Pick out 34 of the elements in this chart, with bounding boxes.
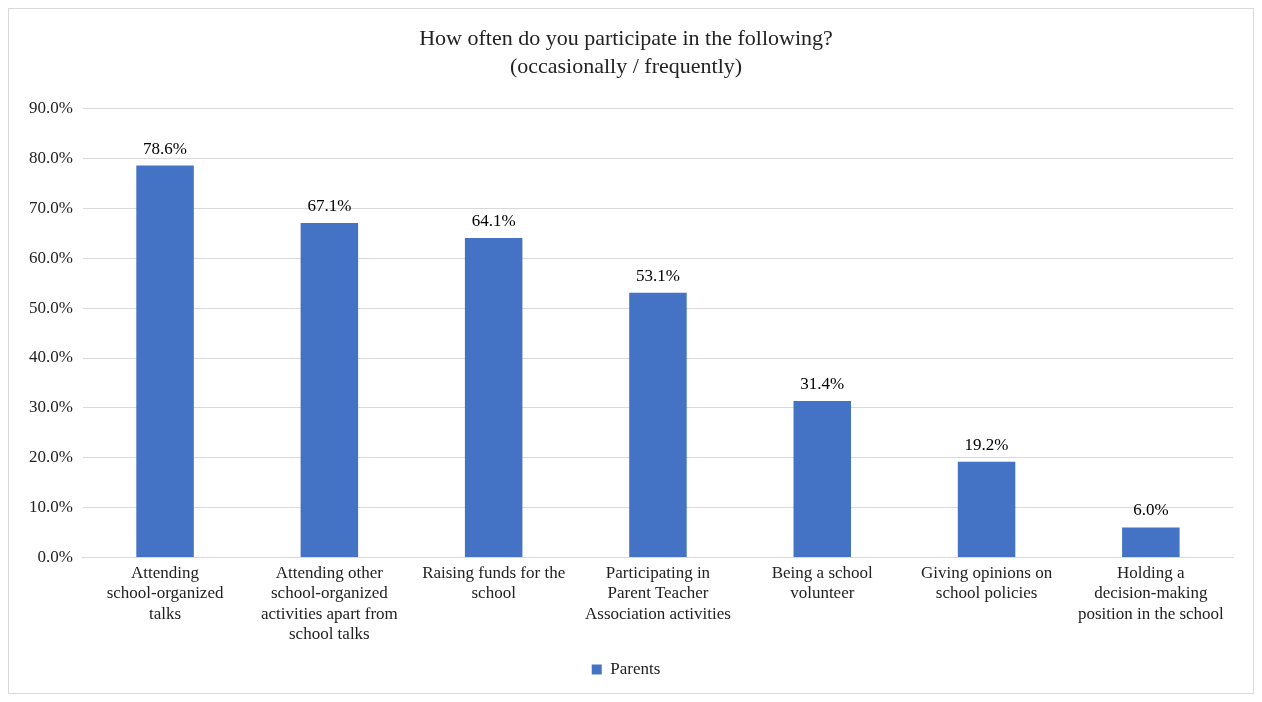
y-tick-label: 90.0% <box>28 98 73 118</box>
data-label: 64.1% <box>471 210 516 230</box>
bar <box>793 400 852 557</box>
chart-subtitle: (occasionally / frequently) <box>509 53 743 79</box>
chart-title: How often do you participate in the following? <box>419 24 833 50</box>
y-tick-label: 80.0% <box>28 148 73 168</box>
x-tick-label: Participating in Parent Teacher Association activities <box>585 563 731 623</box>
legend-label: Parents <box>610 658 661 678</box>
data-label: 6.0% <box>1133 500 1169 520</box>
bar <box>629 292 687 557</box>
y-tick-label: 70.0% <box>28 197 73 217</box>
bar <box>300 222 359 557</box>
y-tick-label: 10.0% <box>28 497 73 517</box>
data-label: 67.1% <box>307 195 352 215</box>
x-tick-label: Attending other school-organized activities apart from school talks <box>260 563 398 644</box>
data-label: 53.1% <box>635 265 680 285</box>
bar <box>1122 527 1180 557</box>
bar <box>136 165 194 557</box>
data-label: 31.4% <box>800 373 845 393</box>
y-tick-label: 60.0% <box>28 247 73 267</box>
bar <box>464 237 523 557</box>
x-tick-label: Giving opinions on school policies <box>920 563 1053 603</box>
data-label: 19.2% <box>964 434 1009 454</box>
x-tick-label: Raising funds for the school <box>422 563 566 603</box>
y-tick-label: 30.0% <box>28 397 73 417</box>
x-tick-label: Being a school volunteer <box>771 563 874 603</box>
bar <box>957 461 1016 557</box>
x-tick-label: Attending school-organized talks <box>106 563 224 623</box>
y-tick-label: 20.0% <box>28 447 73 467</box>
data-label: 78.6% <box>143 138 188 158</box>
y-tick-label: 40.0% <box>28 347 73 367</box>
y-tick-label: 0.0% <box>37 546 73 566</box>
x-tick-label: Holding a decision-making position in the school <box>1077 563 1225 623</box>
y-tick-label: 50.0% <box>28 297 73 317</box>
